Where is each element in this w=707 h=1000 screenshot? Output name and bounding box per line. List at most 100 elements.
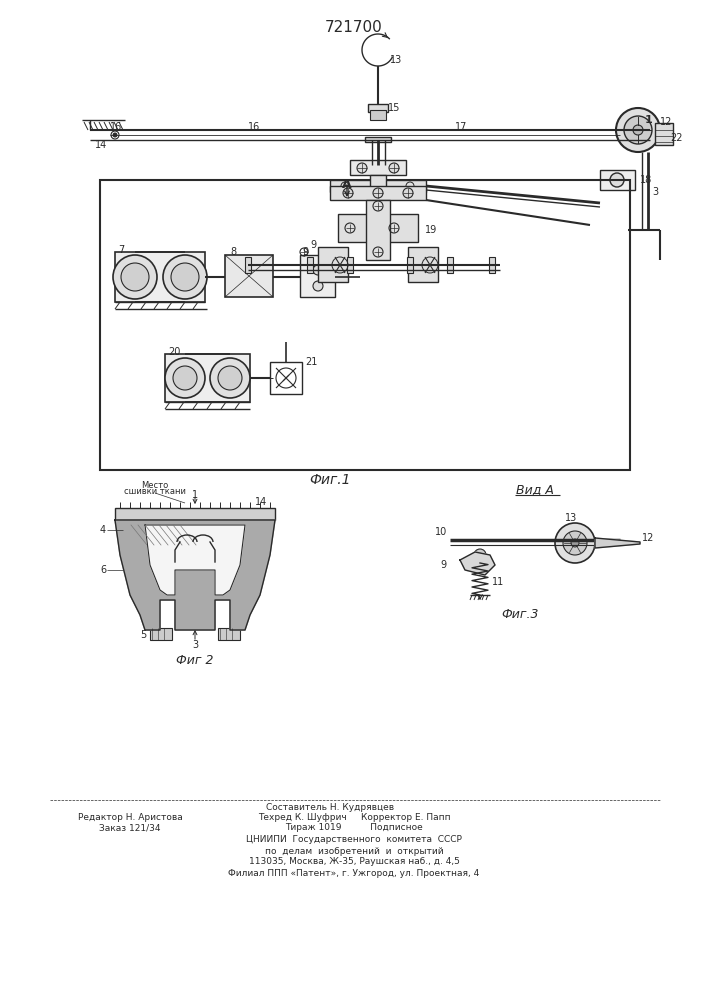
- Circle shape: [610, 173, 624, 187]
- Circle shape: [474, 549, 486, 561]
- Bar: [368, 104, 388, 112]
- Circle shape: [624, 116, 652, 144]
- Bar: [318, 247, 348, 282]
- Circle shape: [173, 366, 197, 390]
- Text: Филиал ППП «Патент», г. Ужгород, ул. Проектная, 4: Филиал ППП «Патент», г. Ужгород, ул. Про…: [228, 868, 479, 878]
- Bar: [300, 255, 335, 297]
- Bar: [330, 180, 426, 192]
- Circle shape: [313, 281, 323, 291]
- Bar: [365, 137, 391, 142]
- Text: 5: 5: [140, 630, 146, 640]
- Text: 14: 14: [95, 140, 107, 150]
- Text: 16: 16: [110, 122, 122, 132]
- Bar: [177, 576, 213, 580]
- Bar: [489, 257, 495, 273]
- Polygon shape: [460, 552, 495, 575]
- Text: 13: 13: [390, 55, 402, 65]
- Bar: [150, 628, 172, 640]
- Circle shape: [403, 188, 413, 198]
- Bar: [307, 257, 313, 273]
- Text: 12: 12: [660, 117, 672, 127]
- Polygon shape: [145, 525, 245, 595]
- Circle shape: [121, 263, 149, 291]
- Text: 9: 9: [302, 247, 308, 257]
- Text: 14: 14: [255, 497, 267, 507]
- Text: 7: 7: [118, 245, 124, 255]
- Text: Фиг.3: Фиг.3: [501, 608, 539, 621]
- Bar: [370, 175, 386, 230]
- Circle shape: [373, 188, 383, 198]
- Text: 15: 15: [388, 103, 400, 113]
- Text: Фиг.1: Фиг.1: [309, 473, 351, 487]
- Text: 16: 16: [248, 122, 260, 132]
- Circle shape: [571, 539, 579, 547]
- Text: 6: 6: [100, 565, 106, 575]
- Text: 20: 20: [168, 347, 180, 357]
- Text: 8: 8: [230, 247, 236, 257]
- Text: Техред К. Шуфрич     Корректор Е. Папп: Техред К. Шуфрич Корректор Е. Папп: [257, 812, 450, 822]
- Text: Редактор Н. Аристова: Редактор Н. Аристова: [78, 812, 182, 822]
- Text: 3: 3: [652, 187, 658, 197]
- Circle shape: [563, 531, 587, 555]
- Text: 11: 11: [492, 577, 504, 587]
- Text: 18: 18: [640, 175, 653, 185]
- Bar: [270, 362, 302, 394]
- Bar: [600, 170, 635, 190]
- Text: 721700: 721700: [325, 19, 383, 34]
- Bar: [366, 200, 390, 260]
- Text: Составитель Н. Кудрявцев: Составитель Н. Кудрявцев: [266, 804, 394, 812]
- Text: Место: Место: [141, 481, 169, 489]
- Text: 9: 9: [310, 240, 316, 250]
- Circle shape: [357, 163, 367, 173]
- Bar: [447, 257, 453, 273]
- Text: 2: 2: [190, 540, 197, 550]
- Circle shape: [633, 125, 643, 135]
- Bar: [177, 565, 213, 627]
- Circle shape: [343, 188, 353, 198]
- Text: Вид A: Вид A: [516, 484, 554, 496]
- Bar: [165, 354, 250, 402]
- Text: 12: 12: [642, 533, 655, 543]
- Text: 13: 13: [565, 513, 577, 523]
- Text: 21: 21: [305, 357, 317, 367]
- Bar: [245, 257, 251, 273]
- Text: сшивки ткани: сшивки ткани: [124, 488, 186, 496]
- Text: A: A: [342, 178, 351, 192]
- Text: Тираж 1019          Подписное: Тираж 1019 Подписное: [285, 824, 423, 832]
- Polygon shape: [115, 520, 275, 630]
- Text: 19: 19: [425, 225, 437, 235]
- Circle shape: [218, 366, 242, 390]
- Bar: [218, 628, 240, 640]
- Text: 17: 17: [455, 122, 467, 132]
- Circle shape: [616, 108, 660, 152]
- Polygon shape: [595, 538, 640, 548]
- Text: Заказ 121/34: Заказ 121/34: [99, 824, 160, 832]
- Bar: [408, 247, 438, 282]
- Text: 1: 1: [192, 490, 198, 500]
- Bar: [330, 186, 426, 200]
- Bar: [655, 123, 673, 145]
- Circle shape: [171, 263, 199, 291]
- Bar: [177, 566, 213, 570]
- Text: по  делам  изобретений  и  открытий: по делам изобретений и открытий: [264, 846, 443, 856]
- Bar: [350, 160, 406, 175]
- Text: 1: 1: [645, 115, 653, 125]
- Circle shape: [165, 358, 205, 398]
- Bar: [407, 257, 413, 273]
- Bar: [338, 214, 418, 242]
- Text: 10: 10: [435, 527, 448, 537]
- Bar: [115, 252, 205, 302]
- Circle shape: [313, 265, 323, 275]
- Text: 4: 4: [100, 525, 106, 535]
- Circle shape: [113, 133, 117, 137]
- Text: 3: 3: [192, 640, 198, 650]
- Circle shape: [113, 255, 157, 299]
- Text: 22: 22: [670, 133, 682, 143]
- Circle shape: [389, 163, 399, 173]
- Bar: [370, 110, 386, 120]
- Bar: [100, 180, 630, 470]
- Bar: [347, 257, 353, 273]
- Circle shape: [478, 553, 482, 557]
- Text: ЦНИИПИ  Государственного  комитета  СССР: ЦНИИПИ Государственного комитета СССР: [246, 836, 462, 844]
- Text: 9: 9: [440, 560, 446, 570]
